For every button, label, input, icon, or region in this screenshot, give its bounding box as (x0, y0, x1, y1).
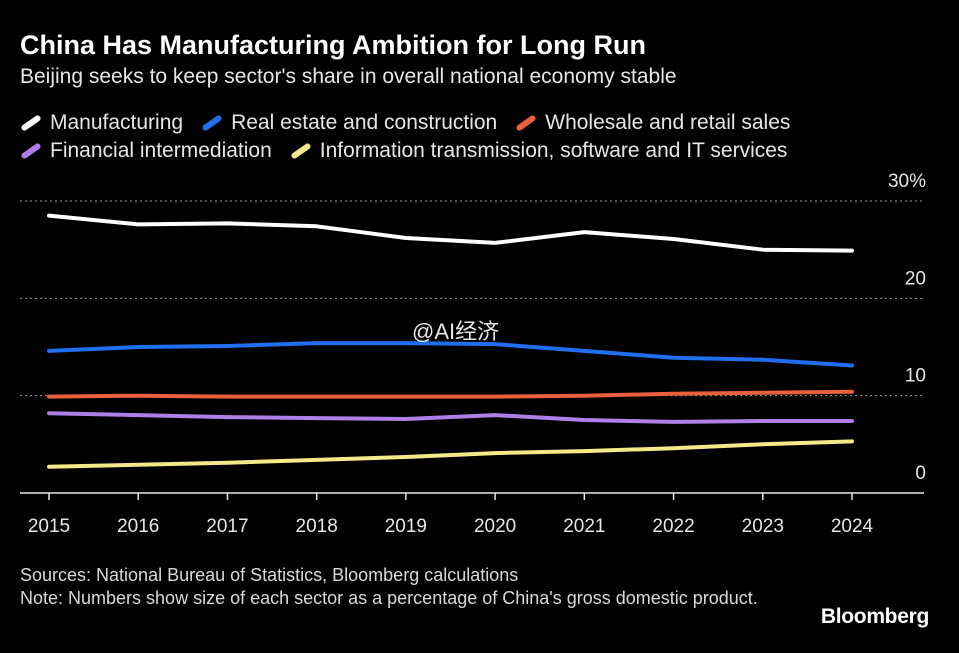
series-line (47, 439, 854, 469)
chart-footnote: Sources: National Bureau of Statistics, … (20, 564, 760, 610)
series-line (47, 341, 854, 368)
y-tick-label: 0 (915, 463, 926, 484)
legend-item: Information transmission, software and I… (290, 139, 788, 163)
legend-item: Manufacturing (20, 111, 183, 135)
chart-title: China Has Manufacturing Ambition for Lon… (20, 30, 646, 60)
chart-subtitle: Beijing seeks to keep sector's share in … (20, 65, 677, 88)
x-tick-label: 2018 (296, 516, 338, 537)
legend-label: Real estate and construction (231, 111, 498, 134)
x-tick-label: 2024 (831, 516, 874, 537)
y-tick-label: 20 (905, 268, 926, 289)
series-line (47, 389, 854, 399)
x-tick-label: 2021 (563, 516, 605, 537)
series-line (47, 213, 854, 253)
legend-item: Financial intermediation (20, 139, 272, 163)
x-tick-label: 2019 (385, 516, 427, 537)
legend-item: Real estate and construction (201, 111, 497, 135)
legend-label: Manufacturing (50, 111, 184, 134)
legend-label: Wholesale and retail sales (545, 111, 791, 134)
legend-row: Financial intermediation Information tran… (20, 138, 805, 164)
bloomberg-logo: Bloomberg (820, 605, 929, 628)
note-text: Note: Numbers show size of each sector a… (20, 588, 758, 608)
x-tick-label: 2017 (206, 516, 248, 537)
x-tick-label: 2015 (28, 516, 70, 537)
x-tick-label: 2023 (742, 516, 784, 537)
sources-text: Sources: National Bureau of Statistics, … (20, 565, 519, 585)
series-line (47, 411, 854, 424)
legend-label: Financial intermediation (50, 139, 272, 162)
x-tick-label: 2022 (652, 516, 694, 537)
x-tick-label: 2016 (117, 516, 159, 537)
legend-row: Manufacturing Real estate and constructio… (20, 110, 808, 136)
legend-item: Wholesale and retail sales (515, 111, 790, 135)
y-tick-label: 10 (905, 366, 926, 387)
x-tick-label: 2020 (474, 516, 516, 537)
legend-label: Information transmission, software and I… (319, 139, 788, 162)
weibo-watermark: @AI经济 (412, 319, 500, 344)
y-tick-label: 30% (888, 171, 926, 192)
